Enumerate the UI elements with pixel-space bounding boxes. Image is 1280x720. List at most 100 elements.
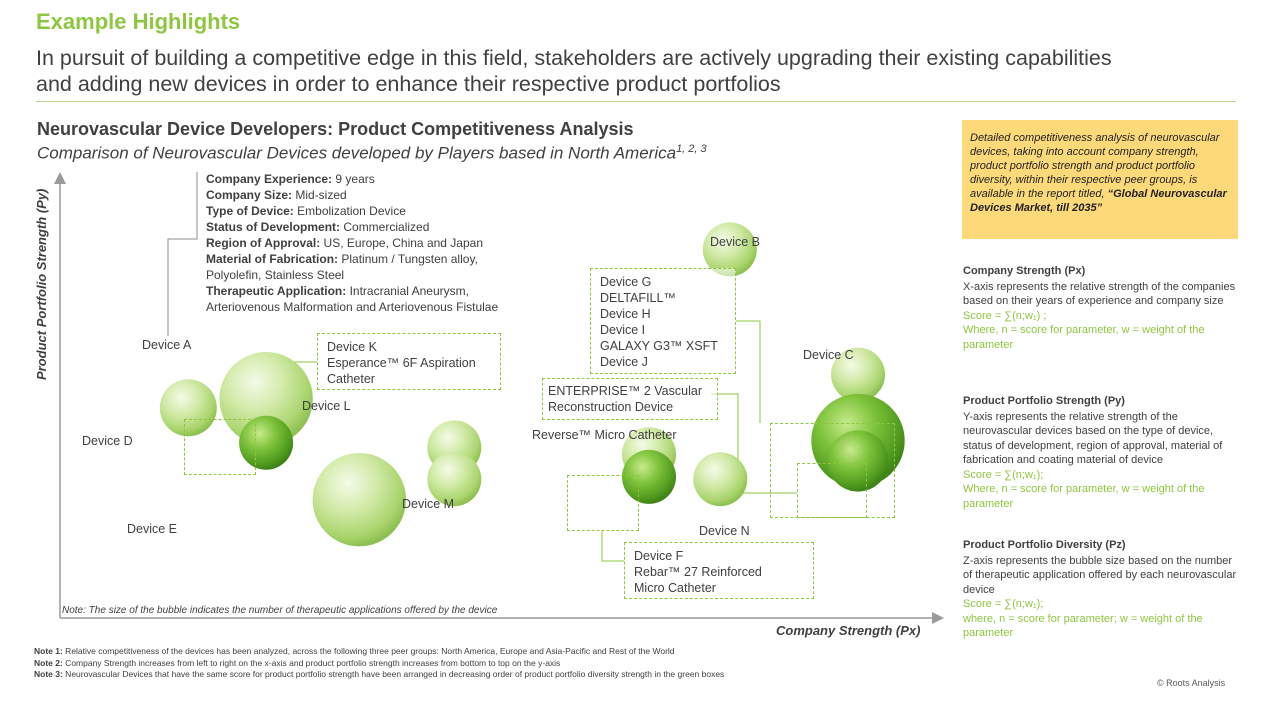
definition-body: X-axis represents the relative strength … [963, 280, 1236, 308]
chart-subtitle-text: Comparison of Neurovascular Devices deve… [37, 143, 677, 163]
leader-line-enterprise [711, 393, 797, 494]
group-box-line: Micro Catheter [634, 581, 716, 595]
info-value: Platinum / Tungsten alloy, [338, 252, 478, 266]
group-box-enterprise: ENTERPRISE™ 2 Vascular Reconstruction Dev… [542, 378, 718, 420]
footnote-text: Relative competitiveness of the devices … [62, 646, 675, 656]
footnote-key: Note 3: [34, 669, 63, 679]
axis-definition: Product Portfolio Strength (Py) Y-axis re… [963, 394, 1239, 511]
group-box-line: DELTAFILL™ [600, 291, 676, 305]
mark-box-f [567, 475, 639, 531]
definition-heading: Company Strength (Px) [963, 265, 1086, 277]
definition-formula: Score = ∑(n;w₁); [963, 468, 1044, 481]
group-box-line: Rebar™ 27 Reinforced [634, 565, 762, 579]
definition-where: Where, n = score for parameter, w = weig… [963, 483, 1205, 510]
info-row: Polyolefin, Stainless Steel [206, 267, 498, 283]
footnote: Note 3: Neurovascular Devices that have … [34, 669, 724, 681]
leader-line-a [167, 172, 198, 336]
info-row: Type of Device: Embolization Device [206, 203, 498, 219]
info-value: Mid-sized [292, 188, 347, 202]
label-device-d: Device D [82, 434, 133, 448]
definition-body: Z-axis represents the bubble size based … [963, 554, 1237, 596]
bubble-size-note: Note: The size of the bubble indicates t… [62, 605, 498, 616]
info-key: Company Experience: [206, 172, 333, 186]
axis-definition: Company Strength (Px) X-axis represents t… [963, 264, 1239, 352]
header-divider [36, 101, 1236, 102]
chart-subtitle: Comparison of Neurovascular Devices deve… [37, 143, 707, 164]
y-axis-label: Product Portfolio Strength (Py) [34, 188, 49, 380]
callout-report-title: “Global Neurovascular Devices Market, ti… [970, 188, 1227, 214]
leader-line-f [601, 530, 624, 562]
axis-definition: Product Portfolio Diversity (Pz) Z-axis r… [963, 538, 1239, 641]
group-box-line: GALAXY G3™ XSFT [600, 339, 718, 353]
info-key: Region of Approval: [206, 236, 321, 250]
info-value: US, Europe, China and Japan [320, 236, 483, 250]
info-key: Material of Fabrication: [206, 252, 339, 266]
definition-heading: Product Portfolio Strength (Py) [963, 395, 1125, 407]
label-device-n: Device N [699, 524, 750, 538]
group-box-line: Device H [600, 307, 651, 321]
bubbles [159, 222, 905, 547]
info-key: Status of Development: [206, 220, 341, 234]
bubble-device-k [239, 415, 294, 470]
headline: In pursuit of building a competitive edg… [36, 45, 1251, 97]
bubble-device-e [312, 453, 406, 547]
group-box-line: Device I [600, 323, 646, 337]
footnote-text: Neurovascular Devices that have the same… [62, 669, 725, 679]
footnote-text: Company Strength increases from left to … [62, 657, 561, 668]
callout-text: Detailed competitiveness analysis of neu… [970, 132, 1220, 200]
label-device-c: Device C [803, 348, 854, 362]
headline-line-2: and adding new devices in order to enhan… [36, 72, 781, 96]
definition-body: Y-axis represents the relative strength … [963, 410, 1223, 467]
definition-formula: Score = ∑(n;w₁) ; [963, 309, 1047, 322]
bubble-device-b [702, 222, 757, 277]
footnote: Note 2: Company Strength increases from … [34, 658, 724, 670]
bubble-device-n [693, 452, 748, 507]
definition-where: where, n = score for parameter; w = weig… [963, 612, 1203, 640]
label-reverse-catheter: Reverse™ Micro Catheter [532, 428, 677, 442]
label-device-e: Device E [127, 522, 178, 536]
footnotes: Note 1: Relative competitiveness of the … [34, 646, 724, 681]
info-row: Company Size: Mid-sized [206, 187, 498, 203]
footnote-key: Note 2: [34, 657, 63, 668]
footnote: Note 1: Relative competitiveness of the … [34, 646, 724, 658]
group-box-line: Catheter [327, 372, 375, 386]
leader-lines [167, 172, 198, 336]
bubble-device-f [622, 449, 676, 504]
group-box-line: Reconstruction Device [548, 400, 674, 414]
group-box-line: ENTERPRISE™ 2 Vascular [548, 384, 702, 398]
group-box-line: Device J [600, 355, 648, 369]
bubble-device-a [219, 352, 313, 446]
bubble-device-h [827, 430, 889, 492]
info-row: Region of Approval: US, Europe, China an… [206, 235, 498, 251]
leader-line-g [736, 320, 761, 423]
group-box-line: Esperance™ 6F Aspiration [327, 356, 476, 370]
headline-line-1: In pursuit of building a competitive edg… [36, 46, 1112, 70]
label-device-m: Device M [402, 497, 455, 511]
bubble-device-d [159, 379, 217, 437]
definition-where: Where, n = score for parameter, w = weig… [963, 324, 1205, 351]
definition-heading: Product Portfolio Diversity (Pz) [963, 539, 1126, 551]
info-key: Therapeutic Application: [206, 284, 347, 298]
bubble-device-m [427, 452, 482, 507]
group-box-line: Device K [327, 340, 378, 354]
section-label: Example Highlights [36, 9, 241, 34]
device-a-details: Company Experience: 9 years Company Size:… [206, 171, 498, 315]
definition-formula: Score = ∑(n;w₁); [963, 598, 1044, 610]
group-box-k: Device K Esperance™ 6F Aspiration Catheter [317, 333, 501, 390]
info-value: Polyolefin, Stainless Steel [206, 268, 345, 282]
axes [54, 172, 944, 624]
group-box-f: Device F Rebar™ 27 Reinforced Micro Cathet… [624, 542, 814, 599]
group-box-g: Device G DELTAFILL™ Device H Device I GALAXY… [590, 268, 736, 374]
label-device-b: Device B [710, 235, 761, 249]
footnote-key: Note 1: [34, 646, 63, 656]
info-row: Material of Fabrication: Platinum / Tung… [206, 251, 498, 267]
group-box-line: Device G [600, 275, 652, 289]
info-row: Company Experience: 9 years [206, 171, 498, 187]
info-row: Arteriovenous Malformation and Arteriove… [206, 299, 498, 315]
info-value: Arteriovenous Malformation and Arteriove… [206, 300, 499, 314]
info-key: Type of Device: [206, 204, 294, 218]
mark-box-k [184, 419, 256, 475]
chart-subtitle-sup: 1, 2, 3 [676, 143, 707, 155]
mark-box-h [797, 463, 867, 518]
